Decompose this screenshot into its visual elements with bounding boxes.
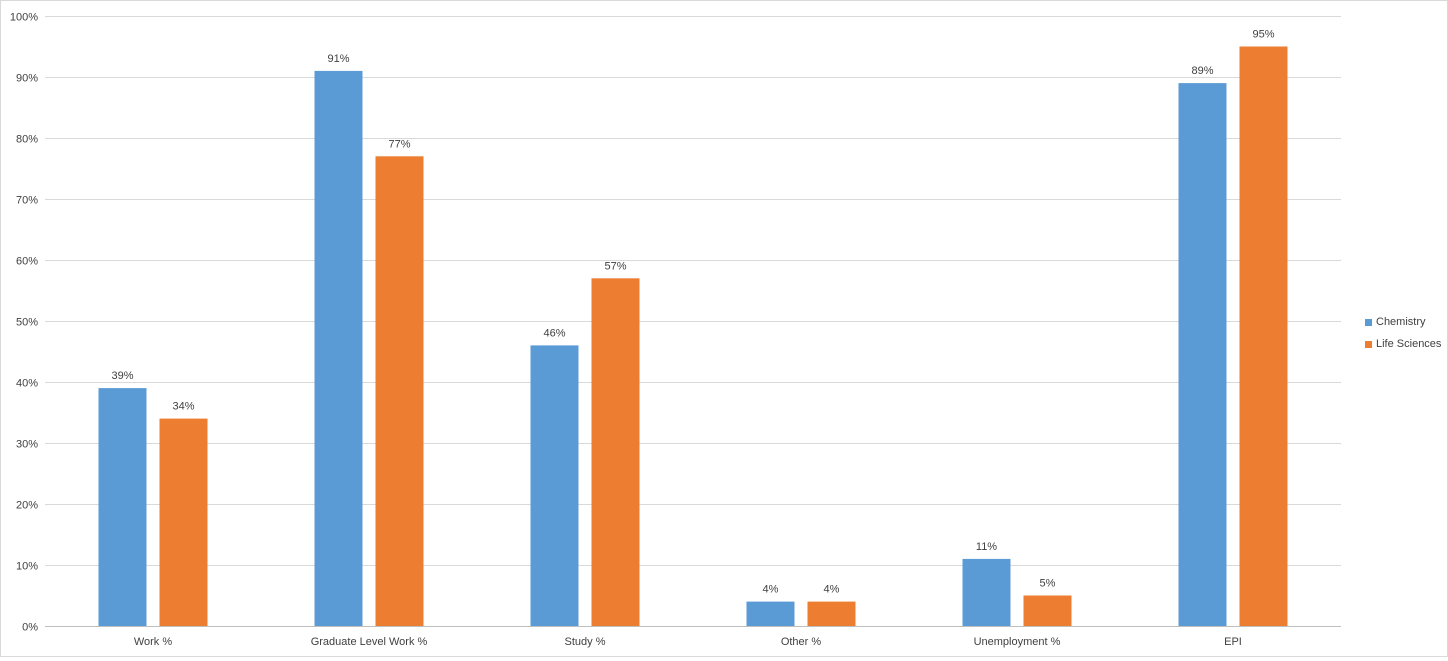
- y-tick-label: 80%: [16, 134, 38, 146]
- y-tick-label: 90%: [16, 73, 38, 85]
- legend-swatch-life-sciences: [1365, 340, 1372, 348]
- x-tick-label: Study %: [565, 636, 606, 648]
- y-tick-label: 60%: [16, 256, 38, 268]
- y-tick-label: 0%: [22, 622, 38, 634]
- data-label: 57%: [604, 260, 626, 272]
- legend-item-life-sciences: Life Sciences: [1365, 333, 1441, 355]
- x-tick-label: Other %: [781, 636, 822, 648]
- y-tick-label: 20%: [16, 500, 38, 512]
- data-label: 89%: [1191, 65, 1213, 77]
- bar: [314, 70, 363, 626]
- x-tick-label: EPI: [1224, 636, 1242, 648]
- bar: [807, 601, 856, 626]
- y-tick-label: 10%: [16, 561, 38, 573]
- y-tick-label: 100%: [10, 12, 38, 24]
- legend-item-chemistry: Chemistry: [1365, 311, 1441, 333]
- bar: [530, 345, 579, 626]
- data-label: 77%: [388, 138, 410, 150]
- bar: [375, 156, 424, 627]
- bar: [1239, 46, 1288, 626]
- data-label: 91%: [327, 53, 349, 65]
- y-tick-label: 40%: [16, 378, 38, 390]
- bar: [1178, 83, 1227, 627]
- x-tick-label: Graduate Level Work %: [311, 636, 428, 648]
- data-label: 39%: [111, 370, 133, 382]
- data-label: 34%: [172, 401, 194, 413]
- data-label: 46%: [543, 327, 565, 339]
- data-label: 4%: [824, 584, 840, 596]
- data-label: 5%: [1040, 578, 1056, 590]
- bar: [746, 601, 795, 626]
- legend: Chemistry Life Sciences: [1365, 311, 1441, 355]
- x-tick-label: Work %: [134, 636, 173, 648]
- bar: [591, 278, 640, 626]
- bar: [98, 388, 147, 626]
- data-label: 4%: [763, 584, 779, 596]
- y-tick-label: 70%: [16, 195, 38, 207]
- bar: [962, 558, 1011, 626]
- bar: [159, 418, 208, 626]
- y-tick-label: 50%: [16, 317, 38, 329]
- x-tick-label: Unemployment %: [974, 636, 1061, 648]
- data-label: 95%: [1252, 29, 1274, 41]
- y-tick-label: 30%: [16, 439, 38, 451]
- data-label: 11%: [976, 541, 997, 553]
- legend-label-life-sciences: Life Sciences: [1376, 338, 1442, 350]
- legend-label-chemistry: Chemistry: [1376, 316, 1426, 328]
- bar: [1023, 595, 1072, 626]
- legend-swatch-chemistry: [1365, 318, 1372, 326]
